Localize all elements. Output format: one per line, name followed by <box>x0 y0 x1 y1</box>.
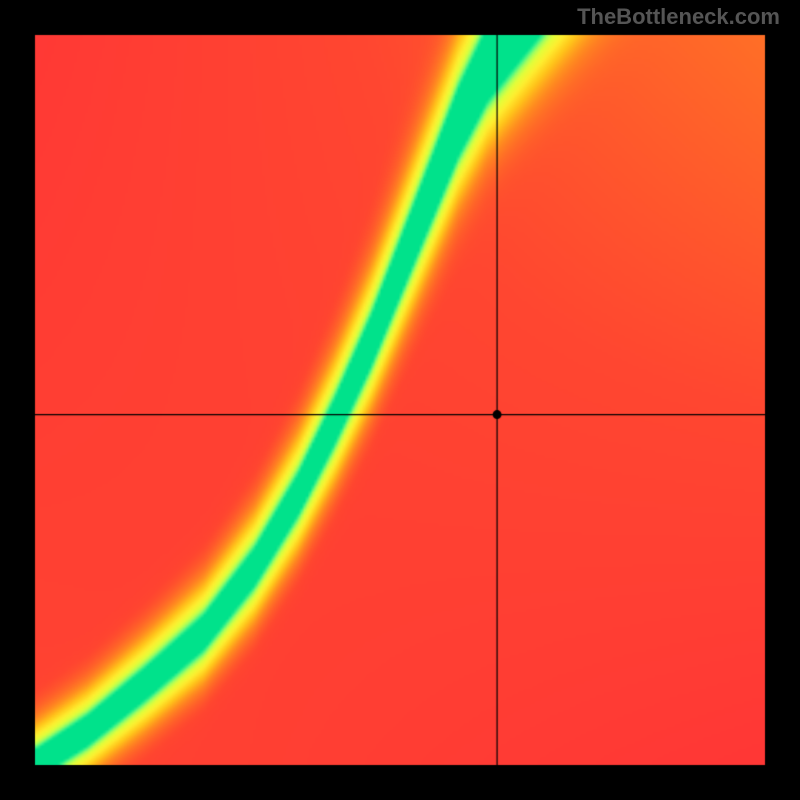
bottleneck-heatmap <box>0 0 800 800</box>
watermark-text: TheBottleneck.com <box>577 4 780 30</box>
chart-container: TheBottleneck.com <box>0 0 800 800</box>
